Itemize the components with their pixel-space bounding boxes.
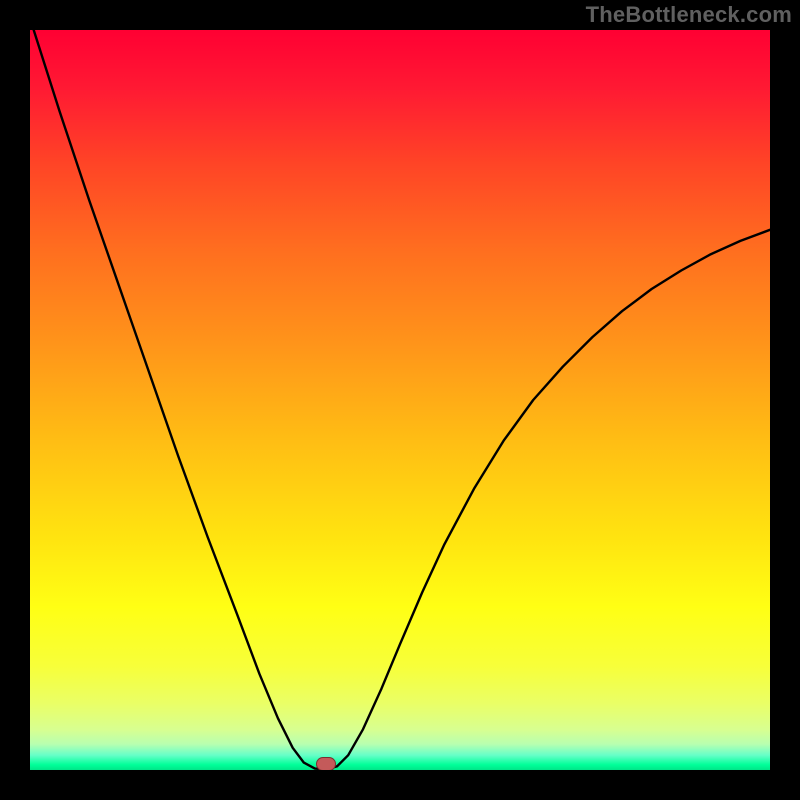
bottleneck-curve [34,30,770,769]
curve-layer [30,30,770,770]
optimal-marker [316,757,336,770]
watermark-text: TheBottleneck.com [586,2,792,28]
plot-area [30,30,770,770]
chart-frame: TheBottleneck.com [0,0,800,800]
